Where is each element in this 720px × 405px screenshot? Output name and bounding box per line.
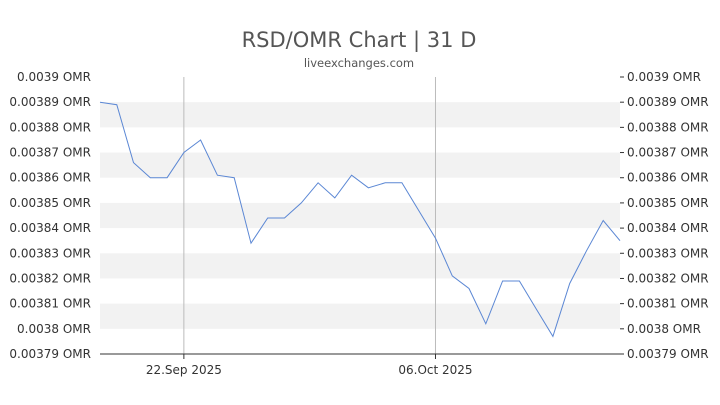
y-tick-label-right: 0.00388 OMR [627,120,709,134]
y-tick-label-right: 0.00382 OMR [627,271,709,285]
chart-title: RSD/OMR Chart | 31 D [242,28,477,53]
chart-subtitle: liveexchanges.com [304,56,414,70]
y-tick-label-right: 0.0039 OMR [627,70,701,84]
y-tick-label-right: 0.0038 OMR [627,322,701,336]
y-tick-label-left: 0.0038 OMR [17,322,91,336]
y-axis-ticks: 0.0039 OMR 0.0039 OMR 0.00389 OMR 0.00389 O… [9,70,708,361]
series-line [99,101,621,338]
x-tick-label: 06.Oct 2025 [398,363,472,377]
y-tick-label-right: 0.00381 OMR [627,297,709,311]
x-axis-ticks: 22.Sep 2025 06.Oct 2025 [146,354,473,377]
x-tick-label: 22.Sep 2025 [146,363,222,377]
y-tick-label-right: 0.00383 OMR [627,246,709,260]
y-tick-label-left: 0.00381 OMR [9,297,91,311]
y-tick-label-left: 0.00387 OMR [9,146,91,160]
y-tick-label-left: 0.00383 OMR [9,246,91,260]
grid-band [100,202,620,229]
y-tick-label-right: 0.00379 OMR [627,347,709,361]
grid-band [100,253,620,279]
grid-band [100,303,620,329]
vertical-gridlines [183,77,436,354]
y-tick-label-left: 0.0039 OMR [17,70,91,84]
y-tick-label-left: 0.00386 OMR [9,171,91,185]
y-tick-label-left: 0.00382 OMR [9,271,91,285]
grid-band [100,102,620,128]
y-tick-label-right: 0.00389 OMR [627,95,709,109]
grid-band [100,152,620,178]
y-tick-label-right: 0.00387 OMR [627,146,709,160]
y-tick-label-left: 0.00385 OMR [9,196,91,210]
y-tick-label-right: 0.00384 OMR [627,221,709,235]
y-tick-label-left: 0.00388 OMR [9,120,91,134]
y-tick-label-right: 0.00385 OMR [627,196,709,210]
y-tick-label-left: 0.00389 OMR [9,95,91,109]
y-tick-label-right: 0.00386 OMR [627,171,709,185]
y-tick-label-left: 0.00384 OMR [9,221,91,235]
y-tick-label-left: 0.00379 OMR [9,347,91,361]
background-bands [100,102,620,329]
